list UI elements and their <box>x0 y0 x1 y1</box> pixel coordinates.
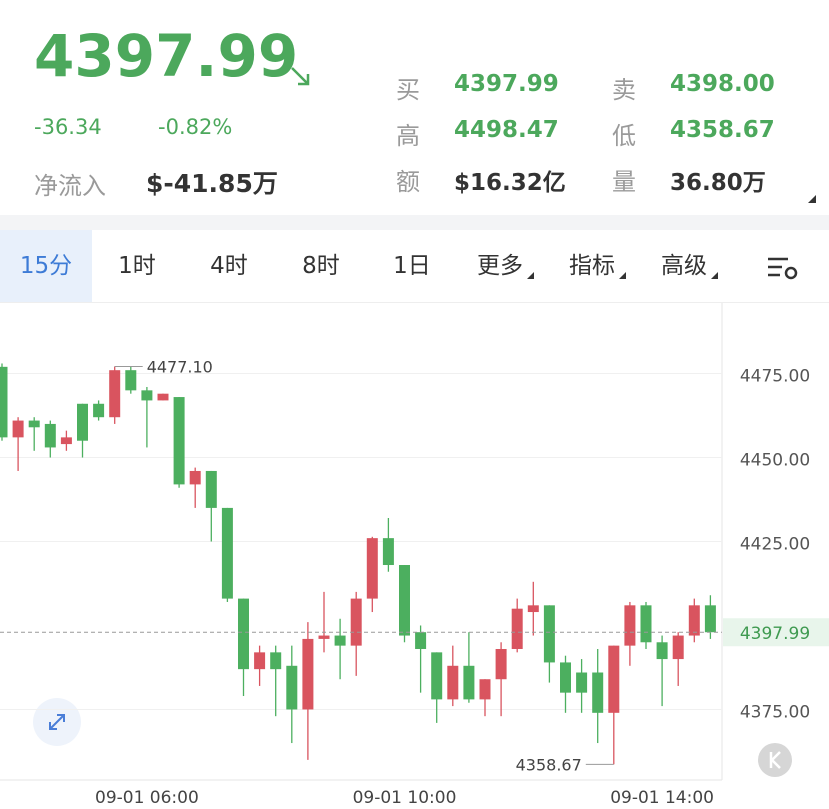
x-tick-label: 09-01 14:00 <box>610 788 714 808</box>
settings-icon[interactable] <box>766 255 800 281</box>
candle-body <box>592 672 604 713</box>
candle-body <box>511 608 523 649</box>
stat-value: 4397.99 <box>454 71 559 97</box>
x-tick-label: 09-01 06:00 <box>95 788 199 808</box>
net-inflow-label: 净流入 <box>34 172 106 200</box>
candle-body <box>157 393 169 401</box>
price: 4397.99 <box>34 22 299 90</box>
candle-body <box>205 470 217 508</box>
candle-body <box>221 507 233 599</box>
tab[interactable]: 指标 <box>569 253 615 279</box>
dropdown-mark <box>527 272 534 279</box>
candle-body <box>0 366 8 438</box>
candle-body <box>189 470 201 485</box>
tab[interactable]: 更多 <box>477 253 523 279</box>
net-inflow: $-41.85万 <box>146 169 278 198</box>
candle-body <box>447 665 459 700</box>
annotation-label: 4477.10 <box>147 357 213 376</box>
change-pct: -0.82% <box>158 115 233 139</box>
stat-label: 低 <box>612 122 636 150</box>
tab[interactable]: 1日 <box>393 253 431 279</box>
kline-button[interactable] <box>758 743 792 777</box>
corner-mark <box>808 195 816 203</box>
stat-value: 4498.47 <box>454 117 559 143</box>
stat-label: 额 <box>396 168 420 196</box>
last-price-label: 4397.99 <box>740 624 810 644</box>
candle-body <box>624 605 636 646</box>
tab[interactable]: 8时 <box>302 253 340 279</box>
candle-body <box>576 672 588 693</box>
candle-body <box>350 598 362 646</box>
candle-body <box>382 538 394 566</box>
trend-arrow <box>291 67 310 86</box>
candle-body <box>527 605 539 613</box>
candle-body <box>704 605 716 633</box>
candle-body <box>399 565 410 636</box>
x-tick-label: 09-01 10:00 <box>353 788 457 808</box>
candle-body <box>141 390 153 401</box>
candle-body <box>688 605 700 636</box>
candle-body <box>640 605 652 643</box>
candle-body <box>431 652 443 700</box>
candle-body <box>656 642 668 660</box>
candle-body <box>672 635 684 660</box>
candle-body <box>495 648 507 680</box>
candle-body <box>543 605 555 663</box>
candle-body <box>334 635 346 646</box>
candle-body <box>479 679 491 700</box>
candle-body <box>366 538 378 599</box>
y-tick-label: 4425.00 <box>740 535 810 555</box>
stat-value: 4398.00 <box>670 71 775 97</box>
change: -36.34 <box>34 115 102 139</box>
tab-selected-bg <box>0 230 92 302</box>
candle-body <box>415 632 427 649</box>
kline-icon <box>769 751 781 769</box>
candle-body <box>238 598 249 670</box>
dropdown-mark <box>619 272 626 279</box>
candle-body <box>77 403 88 441</box>
candle-body <box>93 403 105 418</box>
stat-label: 高 <box>396 122 420 150</box>
stat-value: 4358.67 <box>670 117 775 143</box>
tab[interactable]: 15分 <box>19 253 73 279</box>
candle-body <box>28 420 40 428</box>
y-tick-label: 4375.00 <box>740 702 810 722</box>
candle-body <box>608 645 620 713</box>
candle-body <box>560 662 571 693</box>
candle-body <box>270 652 282 670</box>
candle-body <box>286 665 298 710</box>
candle-body <box>44 423 56 448</box>
candle-body <box>125 370 137 391</box>
dropdown-mark <box>711 272 718 279</box>
candle-body <box>12 420 24 438</box>
stat-label: 买 <box>396 76 420 104</box>
candle-body <box>463 665 475 700</box>
divider <box>0 302 829 303</box>
candle-body <box>173 397 185 485</box>
stat-value: $16.32亿 <box>454 170 566 196</box>
candle-body <box>60 437 72 445</box>
last-price-box <box>723 618 829 647</box>
candle-body <box>254 652 266 670</box>
stat-label: 量 <box>612 168 636 196</box>
stat-value: 36.80万 <box>670 170 766 196</box>
tab[interactable]: 4时 <box>210 253 248 279</box>
candle-body <box>109 370 121 418</box>
candle-body <box>318 635 330 639</box>
tab[interactable]: 1时 <box>118 253 156 279</box>
candle-body <box>302 638 314 710</box>
annotation-label: 4358.67 <box>516 755 582 774</box>
tab[interactable]: 高级 <box>661 253 707 279</box>
y-tick-label: 4475.00 <box>740 367 810 387</box>
expand-icon <box>49 714 65 730</box>
y-tick-label: 4450.00 <box>740 451 810 471</box>
stat-label: 卖 <box>612 76 636 104</box>
separator <box>0 215 829 230</box>
